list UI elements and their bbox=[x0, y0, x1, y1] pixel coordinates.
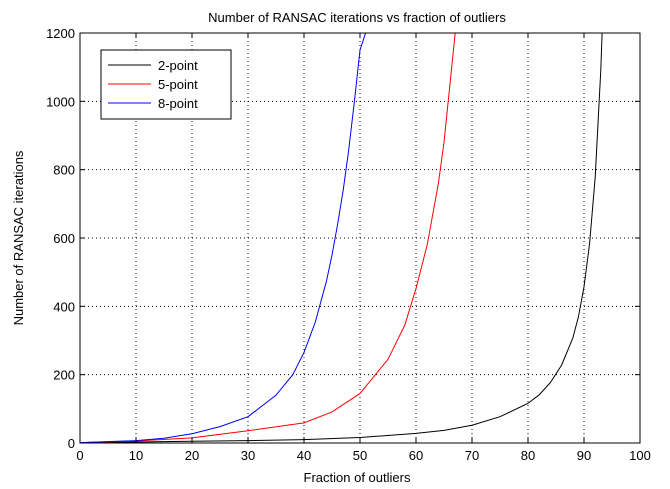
legend: 2-point 5-point 8-point bbox=[100, 49, 232, 120]
x-tick-label: 20 bbox=[185, 448, 199, 463]
legend-label-8-point: 8-point bbox=[158, 96, 198, 111]
y-tick-label: 0 bbox=[68, 436, 75, 451]
x-tick-label: 10 bbox=[129, 448, 143, 463]
y-tick-label: 600 bbox=[53, 231, 75, 246]
x-tick-label: 50 bbox=[353, 448, 367, 463]
x-axis-label: Fraction of outliers bbox=[304, 470, 411, 485]
y-tick-label: 1200 bbox=[46, 26, 75, 41]
series-line-2-point bbox=[80, 33, 607, 443]
y-tick-label: 200 bbox=[53, 368, 75, 383]
series-line-5-point bbox=[80, 33, 456, 443]
x-tick-label: 90 bbox=[577, 448, 591, 463]
legend-label-2-point: 2-point bbox=[158, 58, 198, 73]
x-tick-label: 0 bbox=[76, 448, 83, 463]
x-tick-label: 80 bbox=[521, 448, 535, 463]
chart-title: Number of RANSAC iterations vs fraction … bbox=[208, 10, 506, 25]
legend-label-5-point: 5-point bbox=[158, 77, 198, 92]
y-tick-label: 800 bbox=[53, 163, 75, 178]
y-tick-label: 400 bbox=[53, 299, 75, 314]
x-tick-label: 30 bbox=[241, 448, 255, 463]
x-tick-label: 60 bbox=[409, 448, 423, 463]
y-axis-label: Number of RANSAC iterations bbox=[11, 150, 26, 325]
x-tick-label: 100 bbox=[629, 448, 651, 463]
x-tick-label: 40 bbox=[297, 448, 311, 463]
series-line-8-point bbox=[80, 33, 367, 443]
x-tick-label: 70 bbox=[465, 448, 479, 463]
y-tick-label: 1000 bbox=[46, 94, 75, 109]
